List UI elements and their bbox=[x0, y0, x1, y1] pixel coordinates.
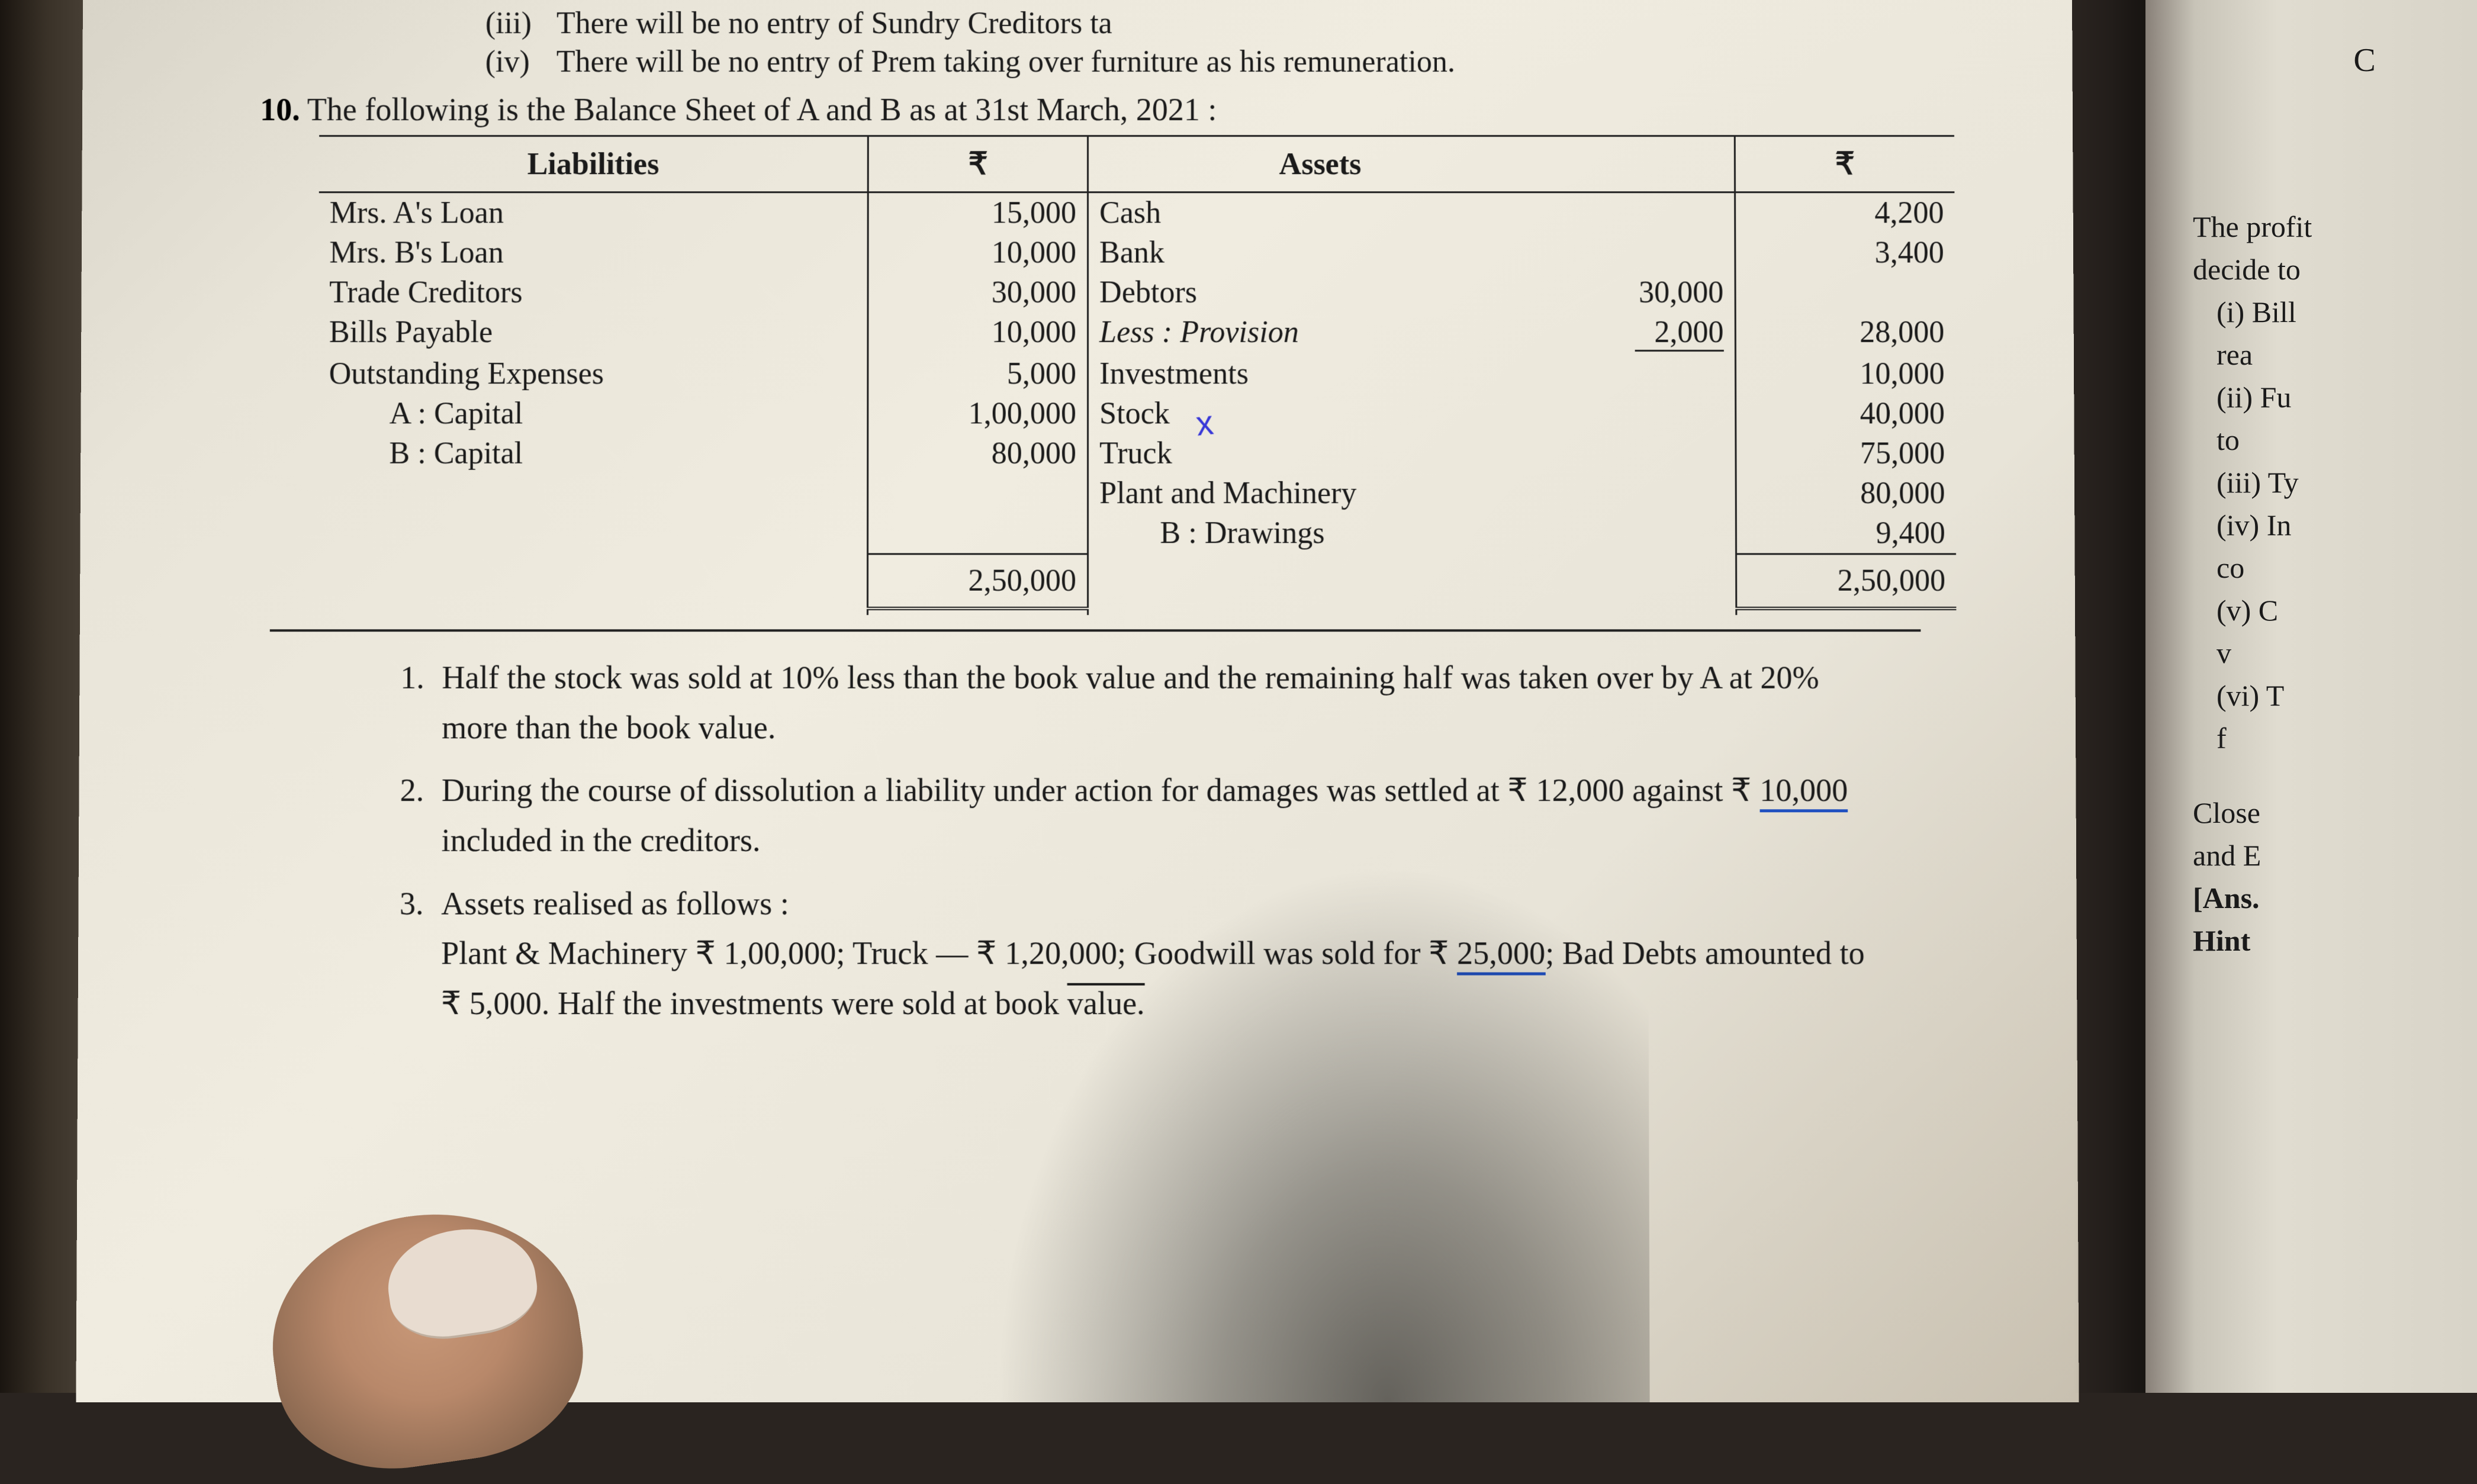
asset-amt: 40,000 bbox=[1735, 394, 1955, 433]
note-2: 2. During the course of dissolution a li… bbox=[400, 766, 1886, 866]
liab-amt: 5,000 bbox=[868, 354, 1088, 394]
asset-label: Cash bbox=[1088, 192, 1552, 233]
underlined-25000: 25,000 bbox=[1457, 935, 1545, 976]
liab-label: Bills Payable bbox=[319, 313, 868, 354]
liab-label bbox=[318, 513, 868, 554]
right-item: (iii) Ty bbox=[2193, 465, 2465, 500]
right-hint: Hint bbox=[2193, 923, 2465, 958]
question-text: The following is the Balance Sheet of A … bbox=[307, 92, 1217, 127]
asset-sub: 30,000 bbox=[1552, 273, 1735, 313]
liab-amt: 10,000 bbox=[868, 233, 1088, 272]
asset-amt: 2,50,000 bbox=[1736, 554, 1956, 609]
asset-amt: 10,000 bbox=[1735, 354, 1955, 394]
liab-label bbox=[318, 474, 868, 513]
notes-list: 1.Half the stock was sold at 10% less th… bbox=[399, 653, 1887, 1029]
table-bottom-rule bbox=[270, 629, 1921, 632]
header-blank bbox=[1552, 136, 1735, 192]
liab-amt: 15,000 bbox=[868, 192, 1088, 233]
asset-label: Truck bbox=[1088, 433, 1552, 473]
liab-amt: 80,000 bbox=[868, 433, 1088, 473]
asset-amt: 4,200 bbox=[1735, 192, 1954, 233]
header-rupee-2: ₹ bbox=[1735, 136, 1954, 192]
asset-amt: 3,400 bbox=[1735, 233, 1954, 272]
asset-sub: 2,000 bbox=[1552, 313, 1735, 354]
liab-amt: 30,000 bbox=[868, 273, 1088, 313]
asset-label: B : Drawings bbox=[1088, 513, 1553, 554]
header-rupee-1: ₹ bbox=[868, 136, 1088, 192]
note-1: 1.Half the stock was sold at 10% less th… bbox=[400, 653, 1886, 753]
asset-sub bbox=[1552, 354, 1736, 394]
roman-iv: (iv) bbox=[485, 44, 556, 79]
roman-iii: (iii) bbox=[485, 6, 556, 41]
asset-sub bbox=[1552, 474, 1736, 513]
asset-amt: 28,000 bbox=[1735, 313, 1955, 354]
asset-sub bbox=[1552, 433, 1736, 473]
right-andE: and E bbox=[2193, 838, 2465, 873]
left-page: (iii)There will be no entry of Sundry Cr… bbox=[76, 0, 2079, 1402]
right-line: decide to bbox=[2193, 252, 2465, 287]
liab-label bbox=[317, 554, 868, 609]
asset-label: Less : Provision bbox=[1088, 313, 1552, 354]
right-item: (ii) Fu bbox=[2193, 380, 2465, 414]
right-page: C The profit decide to (i) Bill rea (ii)… bbox=[2145, 0, 2477, 1393]
asset-label: Investments bbox=[1088, 354, 1552, 394]
intro-lines: (iii)There will be no entry of Sundry Cr… bbox=[485, 6, 2002, 79]
asset-sub bbox=[1552, 513, 1736, 554]
asset-label bbox=[1088, 554, 1553, 609]
asset-sub bbox=[1552, 394, 1736, 433]
asset-amt bbox=[1735, 273, 1955, 313]
right-line: The profit bbox=[2193, 210, 2465, 244]
asset-label: Stock bbox=[1088, 394, 1552, 433]
intro-iv-text: There will be no entry of Prem taking ov… bbox=[556, 45, 1455, 79]
liab-amt: 10,000 bbox=[868, 313, 1088, 354]
right-item: rea bbox=[2193, 337, 2465, 372]
right-item: f bbox=[2193, 721, 2465, 755]
liab-label: B : Capital bbox=[318, 433, 868, 473]
question-number: 10. bbox=[260, 91, 300, 128]
balance-sheet-table: Liabilities ₹ Assets ₹ Mrs. A's Loan 15,… bbox=[317, 135, 1956, 615]
liab-amt: 1,00,000 bbox=[868, 394, 1088, 433]
liab-label: A : Capital bbox=[318, 394, 868, 433]
right-ans: [Ans. bbox=[2193, 881, 2465, 915]
asset-label: Plant and Machinery bbox=[1088, 474, 1553, 513]
right-c: C bbox=[2264, 41, 2465, 79]
liab-amt bbox=[868, 513, 1088, 554]
page-gutter-shadow bbox=[2074, 0, 2157, 1393]
asset-amt: 75,000 bbox=[1736, 433, 1956, 473]
asset-amt: 9,400 bbox=[1736, 513, 1956, 554]
right-item: v bbox=[2193, 636, 2465, 670]
asset-amt: 80,000 bbox=[1736, 474, 1956, 513]
liab-amt bbox=[868, 474, 1088, 513]
liab-label: Mrs. A's Loan bbox=[319, 192, 868, 233]
liab-label: Outstanding Expenses bbox=[319, 354, 868, 394]
header-liabilities: Liabilities bbox=[319, 136, 868, 192]
right-item: (vi) T bbox=[2193, 678, 2465, 713]
right-close: Close bbox=[2193, 796, 2465, 830]
asset-label: Bank bbox=[1088, 233, 1552, 272]
asset-sub bbox=[1552, 233, 1735, 272]
underlined-10000: 10,000 bbox=[1759, 772, 1848, 813]
right-item: co bbox=[2193, 551, 2465, 585]
right-item: (iv) In bbox=[2193, 508, 2465, 542]
right-item: to bbox=[2193, 423, 2465, 457]
note-3: 3. Assets realised as follows : Plant & … bbox=[399, 879, 1887, 1029]
liab-label: Trade Creditors bbox=[319, 273, 868, 313]
liab-amt: 2,50,000 bbox=[868, 554, 1088, 609]
asset-sub bbox=[1552, 192, 1735, 233]
asset-label: Debtors bbox=[1088, 273, 1552, 313]
intro-iii-text: There will be no entry of Sundry Credito… bbox=[556, 7, 1112, 40]
header-assets: Assets bbox=[1088, 136, 1552, 192]
right-item: (i) Bill bbox=[2193, 295, 2465, 329]
overlined-value: value. bbox=[1067, 986, 1145, 1022]
liab-label: Mrs. B's Loan bbox=[319, 233, 868, 272]
right-item: (v) C bbox=[2193, 593, 2465, 627]
asset-sub bbox=[1552, 554, 1736, 609]
